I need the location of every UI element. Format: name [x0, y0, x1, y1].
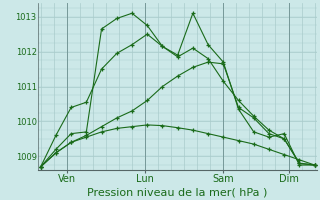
X-axis label: Pression niveau de la mer( hPa ): Pression niveau de la mer( hPa ): [87, 187, 268, 197]
